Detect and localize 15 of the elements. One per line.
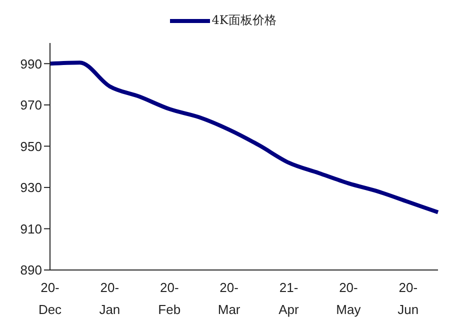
x-tick-label: 20- Jan	[99, 280, 120, 317]
line-series	[48, 60, 440, 214]
x-tick-label: 20- May	[336, 280, 362, 317]
y-tick-label: 990	[20, 56, 42, 72]
x-tick-label: 20- Feb	[158, 280, 181, 317]
y-tick-label: 890	[20, 262, 42, 278]
legend-label: 4K面板价格	[212, 12, 276, 29]
x-tick-label: 20- Mar	[218, 280, 241, 317]
x-tick-label: 21- Apr	[278, 280, 300, 317]
y-tick-label: 950	[20, 138, 42, 154]
y-tick-label: 910	[20, 221, 42, 236]
y-tick-label: 970	[20, 98, 42, 113]
x-tick-label: 20- Jun	[398, 280, 419, 317]
y-tick-label: 930	[20, 180, 42, 196]
x-tick-label: 20- Dec	[38, 280, 62, 317]
